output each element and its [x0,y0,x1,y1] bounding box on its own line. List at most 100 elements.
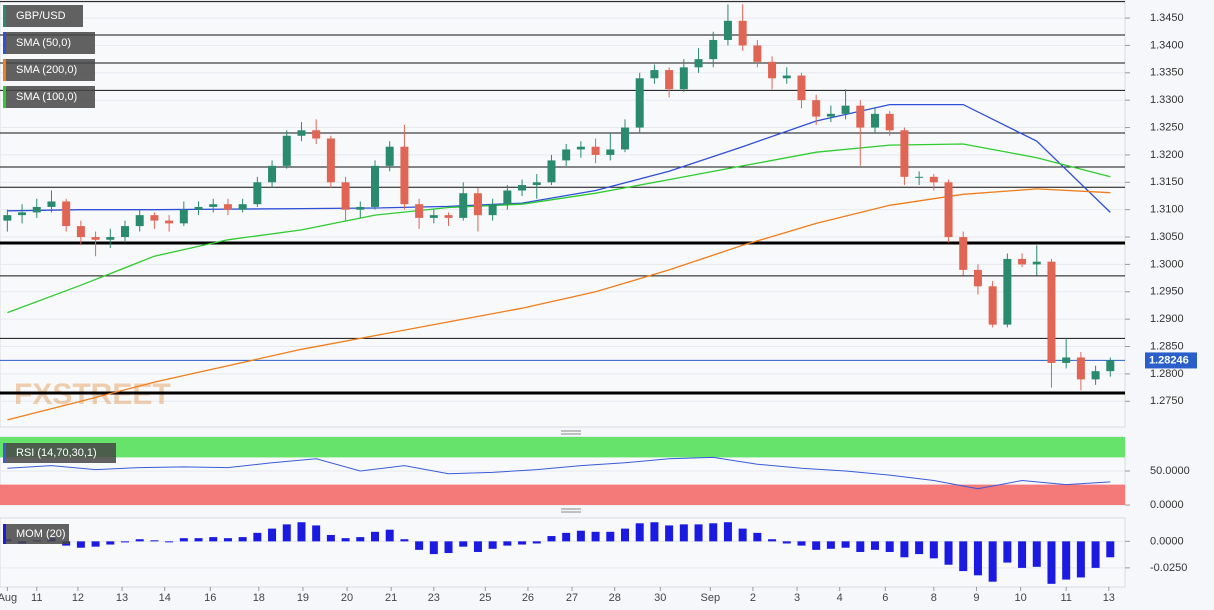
candle-body [826,113,835,117]
mom-bar [591,531,600,542]
x-tick-label: 9 [973,592,979,604]
mom-bar [76,541,85,548]
mom-bar [297,522,306,542]
legend-label: SMA (50,0) [16,37,71,49]
mom-bar [856,541,865,552]
mom-bar [268,528,277,542]
y-tick-label: -0.0250 [1150,562,1187,574]
x-tick-label: 25 [479,592,491,604]
mom-bar [209,537,218,542]
mom-bar [915,541,924,555]
candle-body [782,75,791,79]
candle-body [768,61,777,79]
candle-body [194,206,203,210]
candle-body [679,67,688,90]
y-tick-label: 1.3050 [1150,231,1184,243]
mom-bar [753,532,762,542]
mom-bar [650,522,659,542]
x-tick-label: 11 [1060,592,1071,604]
mom-bar [488,541,497,549]
x-tick-label: 13 [1103,592,1115,604]
candle-body [238,204,247,210]
candle-body [47,201,56,207]
candle-body [1047,261,1056,363]
indicator-label: MOM (20) [16,528,66,540]
last-price-label: 1.28246 [1149,354,1189,366]
x-tick-label: 10 [1014,592,1026,604]
candle-body [709,39,718,60]
mom-bar [253,532,262,542]
x-tick-label: 6 [882,592,888,604]
mom-bar [797,541,806,546]
mom-bar [1018,541,1027,568]
candle-body [973,269,982,287]
y-tick-label: 1.2750 [1150,395,1184,407]
mom-bar [150,540,159,542]
candle-body [635,78,644,128]
mom-bar [973,541,982,576]
candle-body [665,70,674,90]
mom-bar [782,541,791,544]
legend-box [3,86,95,108]
legend-swatch [3,59,6,81]
mom-panel [0,517,1126,588]
x-tick-label: 16 [204,592,216,604]
mom-bar [1062,541,1071,580]
mom-bar [738,528,747,542]
mom-bar [841,541,850,548]
candle-body [165,220,174,224]
candle-body [179,209,188,224]
candle-body [797,75,806,101]
y-tick-label: 1.2950 [1150,286,1184,298]
x-tick-label: Aug [0,592,17,604]
x-tick-label: 26 [522,592,534,604]
mom-bar [473,541,482,552]
mom-bar [988,541,997,582]
mom-bar [312,525,321,542]
y-tick-label: 1.3200 [1150,149,1184,161]
mom-bar [1032,541,1041,567]
candle-body [429,215,438,218]
x-tick-label: 18 [253,592,265,604]
mom-bar [959,541,968,572]
mom-bar [415,541,424,550]
candle-body [121,226,129,238]
mom-bar [1076,541,1085,578]
candle-body [650,70,659,79]
candle-body [209,204,218,207]
candle-body [900,130,909,177]
x-tick-label: 27 [566,592,578,604]
mom-bar [709,523,718,542]
mom-bar [400,539,409,542]
mom-bar [532,541,541,544]
candle-body [253,182,262,205]
mom-bar [518,541,527,545]
candle-body [326,138,335,183]
legend-swatch [3,32,6,54]
mom-bar [91,541,100,547]
overbought-band [0,437,1125,458]
mom-bar [944,541,953,565]
candle-body [415,204,424,218]
indicator-label-box [3,524,69,544]
candle-body [871,113,879,128]
candle-body [562,149,571,161]
candle-body [929,176,938,183]
mom-bar [606,531,615,542]
mom-bar [356,537,365,542]
indicator-label: RSI (14,70,30,1) [16,447,97,459]
candle-body [356,206,365,210]
mom-bar [194,538,203,542]
y-tick-label: 1.2850 [1150,340,1184,352]
x-tick-label: 11 [31,592,42,604]
candle-body [841,105,850,114]
candle-body [62,201,71,227]
mom-bar [459,541,468,547]
candle-body [312,130,321,139]
candle-body [1106,360,1115,372]
legend-box [3,32,95,54]
mom-bar [723,522,732,542]
mom-bar [503,541,512,546]
mom-bar [694,524,703,542]
candle-body [503,190,512,205]
